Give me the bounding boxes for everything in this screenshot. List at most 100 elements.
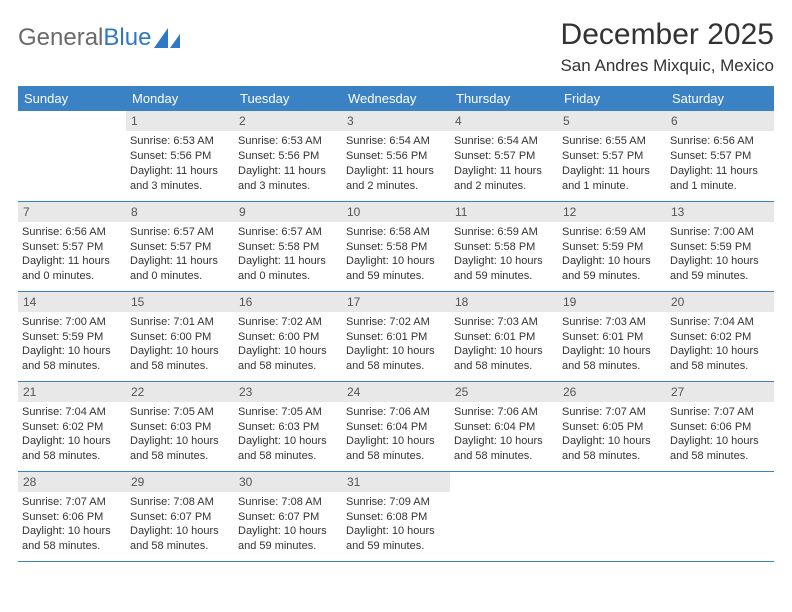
sunset-text: Sunset: 6:02 PM [670, 330, 770, 345]
calendar-day-cell: 13Sunrise: 7:00 AMSunset: 5:59 PMDayligh… [666, 201, 774, 291]
daylight-text: Daylight: 11 hours and 0 minutes. [130, 254, 230, 284]
sunset-text: Sunset: 5:56 PM [238, 149, 338, 164]
calendar-table: SundayMondayTuesdayWednesdayThursdayFrid… [18, 86, 774, 562]
day-number: 29 [126, 472, 234, 492]
sunrise-text: Sunrise: 7:03 AM [562, 315, 662, 330]
page-header: GeneralBlue December 2025 San Andres Mix… [18, 18, 774, 76]
weekday-header: Thursday [450, 86, 558, 111]
sunset-text: Sunset: 5:57 PM [670, 149, 770, 164]
sunrise-text: Sunrise: 6:56 AM [670, 134, 770, 149]
weekday-header: Wednesday [342, 86, 450, 111]
sunrise-text: Sunrise: 7:07 AM [670, 405, 770, 420]
calendar-day-cell: 24Sunrise: 7:06 AMSunset: 6:04 PMDayligh… [342, 381, 450, 471]
sunrise-text: Sunrise: 7:03 AM [454, 315, 554, 330]
sunrise-text: Sunrise: 6:54 AM [346, 134, 446, 149]
day-number: 7 [18, 202, 126, 222]
daylight-text: Daylight: 10 hours and 59 minutes. [346, 524, 446, 554]
sunset-text: Sunset: 5:56 PM [346, 149, 446, 164]
calendar-day-cell: 12Sunrise: 6:59 AMSunset: 5:59 PMDayligh… [558, 201, 666, 291]
daylight-text: Daylight: 10 hours and 58 minutes. [670, 434, 770, 464]
sunset-text: Sunset: 6:01 PM [562, 330, 662, 345]
day-number: 31 [342, 472, 450, 492]
sunrise-text: Sunrise: 6:53 AM [130, 134, 230, 149]
daylight-text: Daylight: 10 hours and 58 minutes. [130, 344, 230, 374]
calendar-week-row: 21Sunrise: 7:04 AMSunset: 6:02 PMDayligh… [18, 381, 774, 471]
calendar-day-cell [666, 471, 774, 561]
calendar-day-cell: 6Sunrise: 6:56 AMSunset: 5:57 PMDaylight… [666, 111, 774, 201]
title-block: December 2025 San Andres Mixquic, Mexico [560, 18, 774, 76]
sunrise-text: Sunrise: 7:07 AM [22, 495, 122, 510]
daylight-text: Daylight: 10 hours and 58 minutes. [130, 434, 230, 464]
day-number: 14 [18, 292, 126, 312]
calendar-day-cell: 2Sunrise: 6:53 AMSunset: 5:56 PMDaylight… [234, 111, 342, 201]
weekday-header: Monday [126, 86, 234, 111]
sunset-text: Sunset: 5:56 PM [130, 149, 230, 164]
sunrise-text: Sunrise: 7:00 AM [670, 225, 770, 240]
day-number: 15 [126, 292, 234, 312]
daylight-text: Daylight: 10 hours and 58 minutes. [454, 344, 554, 374]
day-number: 11 [450, 202, 558, 222]
logo-text-general: General [18, 24, 103, 52]
sunset-text: Sunset: 6:03 PM [130, 420, 230, 435]
daylight-text: Daylight: 10 hours and 59 minutes. [562, 254, 662, 284]
calendar-day-cell: 22Sunrise: 7:05 AMSunset: 6:03 PMDayligh… [126, 381, 234, 471]
calendar-day-cell: 30Sunrise: 7:08 AMSunset: 6:07 PMDayligh… [234, 471, 342, 561]
day-number: 16 [234, 292, 342, 312]
daylight-text: Daylight: 10 hours and 58 minutes. [346, 344, 446, 374]
calendar-day-cell [18, 111, 126, 201]
sunset-text: Sunset: 5:58 PM [346, 240, 446, 255]
daylight-text: Daylight: 10 hours and 58 minutes. [238, 434, 338, 464]
calendar-day-cell: 28Sunrise: 7:07 AMSunset: 6:06 PMDayligh… [18, 471, 126, 561]
sunset-text: Sunset: 5:59 PM [22, 330, 122, 345]
day-number: 19 [558, 292, 666, 312]
calendar-page: GeneralBlue December 2025 San Andres Mix… [0, 0, 792, 572]
sunrise-text: Sunrise: 7:06 AM [346, 405, 446, 420]
calendar-day-cell: 25Sunrise: 7:06 AMSunset: 6:04 PMDayligh… [450, 381, 558, 471]
sunrise-text: Sunrise: 6:54 AM [454, 134, 554, 149]
sunset-text: Sunset: 6:06 PM [670, 420, 770, 435]
daylight-text: Daylight: 10 hours and 58 minutes. [238, 344, 338, 374]
daylight-text: Daylight: 10 hours and 59 minutes. [238, 524, 338, 554]
sunrise-text: Sunrise: 7:08 AM [130, 495, 230, 510]
day-number: 2 [234, 111, 342, 131]
day-number: 3 [342, 111, 450, 131]
calendar-day-cell: 29 Sunrise: 7:08 AMSunset: 6:07 PMDayligh… [126, 471, 234, 561]
sunset-text: Sunset: 6:07 PM [130, 510, 230, 525]
sunset-text: Sunset: 6:08 PM [346, 510, 446, 525]
sunset-text: Sunset: 6:04 PM [454, 420, 554, 435]
daylight-text: Daylight: 10 hours and 59 minutes. [454, 254, 554, 284]
calendar-day-cell: 26Sunrise: 7:07 AMSunset: 6:05 PMDayligh… [558, 381, 666, 471]
sunrise-text: Sunrise: 7:02 AM [346, 315, 446, 330]
sunrise-text: Sunrise: 7:07 AM [562, 405, 662, 420]
calendar-day-cell: 8Sunrise: 6:57 AMSunset: 5:57 PMDaylight… [126, 201, 234, 291]
sunrise-text: Sunrise: 6:58 AM [346, 225, 446, 240]
sunrise-text: Sunrise: 7:08 AM [238, 495, 338, 510]
daylight-text: Daylight: 10 hours and 58 minutes. [346, 434, 446, 464]
day-number: 27 [666, 382, 774, 402]
daylight-text: Daylight: 10 hours and 58 minutes. [22, 524, 122, 554]
calendar-day-cell: 18Sunrise: 7:03 AMSunset: 6:01 PMDayligh… [450, 291, 558, 381]
weekday-header: Friday [558, 86, 666, 111]
sunrise-text: Sunrise: 7:04 AM [670, 315, 770, 330]
calendar-day-cell: 19 Sunrise: 7:03 AMSunset: 6:01 PMDayligh… [558, 291, 666, 381]
calendar-day-cell: 31Sunrise: 7:09 AMSunset: 6:08 PMDayligh… [342, 471, 450, 561]
calendar-day-cell: 4Sunrise: 6:54 AMSunset: 5:57 PMDaylight… [450, 111, 558, 201]
calendar-day-cell: 10Sunrise: 6:58 AMSunset: 5:58 PMDayligh… [342, 201, 450, 291]
sunrise-text: Sunrise: 6:59 AM [454, 225, 554, 240]
sunrise-text: Sunrise: 6:57 AM [130, 225, 230, 240]
sunset-text: Sunset: 5:58 PM [238, 240, 338, 255]
sunset-text: Sunset: 6:07 PM [238, 510, 338, 525]
daylight-text: Daylight: 10 hours and 58 minutes. [22, 344, 122, 374]
daylight-text: Daylight: 11 hours and 1 minute. [562, 164, 662, 194]
daylight-text: Daylight: 10 hours and 58 minutes. [562, 344, 662, 374]
sunrise-text: Sunrise: 7:02 AM [238, 315, 338, 330]
location-label: San Andres Mixquic, Mexico [560, 56, 774, 76]
weekday-header: Saturday [666, 86, 774, 111]
sunrise-text: Sunrise: 7:00 AM [22, 315, 122, 330]
calendar-day-cell: 7Sunrise: 6:56 AMSunset: 5:57 PMDaylight… [18, 201, 126, 291]
daylight-text: Daylight: 10 hours and 58 minutes. [130, 524, 230, 554]
daylight-text: Daylight: 10 hours and 58 minutes. [454, 434, 554, 464]
calendar-day-cell: 3Sunrise: 6:54 AMSunset: 5:56 PMDaylight… [342, 111, 450, 201]
calendar-day-cell: 11Sunrise: 6:59 AMSunset: 5:58 PMDayligh… [450, 201, 558, 291]
sunset-text: Sunset: 6:04 PM [346, 420, 446, 435]
